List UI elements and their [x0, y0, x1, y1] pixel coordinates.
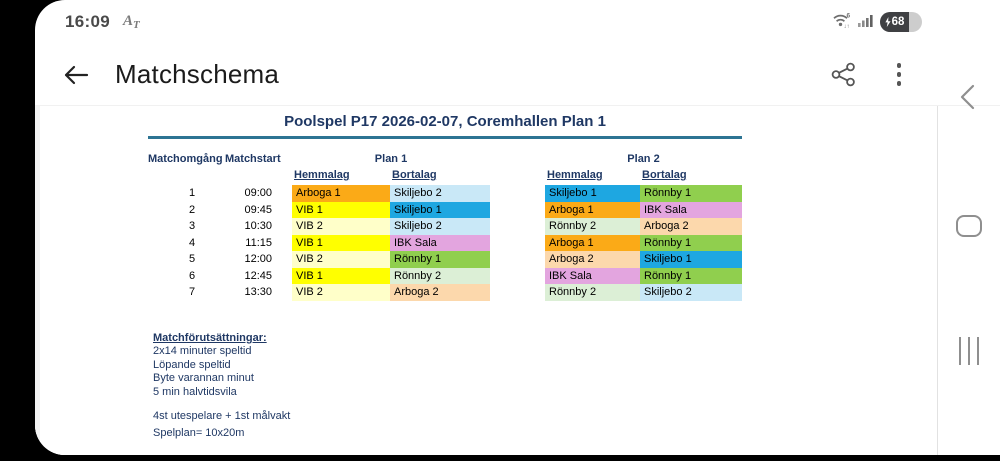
note-line: 2x14 minuter speltid: [153, 345, 252, 358]
plan1-away-team-cell: Skiljebo 1: [390, 201, 490, 218]
document-viewer: Poolspel P17 2026-02-07, Coremhallen Pla…: [35, 106, 938, 455]
svg-text:↓↑: ↓↑: [844, 24, 850, 28]
battery-percent-label: 68: [891, 16, 905, 28]
battery-indicator: 68: [880, 12, 922, 32]
plan1-away-team-cell: Rönnby 2: [390, 267, 490, 284]
sheet-title: Poolspel P17 2026-02-07, Coremhallen Pla…: [284, 113, 606, 130]
note-line: 4st utespelare + 1st målvakt: [153, 410, 291, 423]
status-bar: 16:09 AT 6 ↓↑: [35, 0, 1000, 44]
page-title: Matchschema: [115, 59, 280, 89]
start-time-cell: 09:45: [244, 203, 272, 216]
note-line: Byte varannan minut: [153, 372, 254, 385]
schedule-row: 7 13:30 VIB 2 Arboga 2 Rönnby 2 Skiljebo 2: [40, 284, 937, 301]
round-cell: 4: [188, 236, 196, 249]
share-button[interactable]: [830, 61, 857, 88]
plan1-home-team-cell: Arboga 1: [292, 185, 390, 202]
plan2-home-team-cell: Skiljebo 1: [545, 185, 640, 202]
plan1-home-team-cell: VIB 2: [292, 284, 390, 301]
start-time-cell: 09:00: [244, 187, 272, 199]
notification-icon: AT: [122, 13, 140, 31]
plan1-home-team-cell: VIB 2: [292, 251, 390, 268]
signal-icon: [858, 13, 873, 32]
round-cell: 7: [188, 286, 196, 298]
round-cell: 1: [188, 187, 196, 199]
plan2-away-team-cell: Rönnby 1: [640, 185, 742, 202]
plan2-home-team-cell: Rönnby 2: [545, 218, 640, 235]
round-cell: 6: [188, 269, 196, 282]
plan2-away-team-cell: Skiljebo 2: [640, 284, 742, 301]
col-header-start: Matchstart: [225, 153, 281, 165]
plan2-away-team-cell: Rönnby 1: [640, 234, 742, 251]
match-conditions: Matchförutsättningar: 2x14 minuter spelt…: [153, 332, 290, 442]
round-cell: 5: [188, 253, 196, 265]
plan1-home-team-cell: VIB 1: [292, 267, 390, 284]
app-bar: Matchschema: [35, 44, 1000, 106]
plan1-home-team-cell: VIB 1: [292, 234, 390, 251]
schedule-rows: 1 09:00 Arboga 1 Skiljebo 2 Skiljebo 1 Rönnby…: [40, 185, 937, 301]
plan1-away-team-cell: Skiljebo 2: [390, 185, 490, 202]
plan1-away-team-cell: IBK Sala: [390, 234, 490, 251]
page-gutter: [35, 106, 40, 455]
plan2-away-team-cell: Skiljebo 1: [640, 251, 742, 268]
col-header-plan2-away: Bortalag: [642, 169, 687, 181]
plan2-home-team-cell: Rönnby 2: [545, 284, 640, 301]
plan2-home-team-cell: Arboga 1: [545, 234, 640, 251]
nav-recents-button[interactable]: [959, 337, 979, 365]
col-header-plan1: Plan 1: [374, 153, 408, 165]
round-cell: 2: [188, 203, 196, 216]
schedule-row: 6 12:45 VIB 1 Rönnby 2 IBK Sala Rönnby 1: [40, 267, 937, 284]
wifi-icon: 6 ↓↑: [832, 12, 851, 33]
col-header-plan2: Plan 2: [627, 153, 660, 165]
col-header-plan1-away: Bortalag: [392, 169, 437, 181]
schedule-row: 4 11:15 VIB 1 IBK Sala Arboga 1 Rönnby 1: [40, 234, 937, 251]
plan2-home-team-cell: Arboga 1: [545, 201, 640, 218]
nav-home-button[interactable]: [956, 215, 982, 237]
start-time-cell: 13:30: [244, 286, 272, 298]
title-rule: [148, 136, 742, 139]
plan1-away-team-cell: Skiljebo 2: [390, 218, 490, 235]
clock-label: 16:09: [65, 12, 110, 31]
start-time-cell: 10:30: [244, 220, 272, 232]
status-icons: 6 ↓↑: [832, 12, 922, 33]
start-time-cell: 12:45: [244, 269, 272, 282]
plan2-home-team-cell: Arboga 2: [545, 251, 640, 268]
document-page[interactable]: Poolspel P17 2026-02-07, Coremhallen Pla…: [40, 106, 937, 455]
plan2-away-team-cell: Arboga 2: [640, 218, 742, 235]
plan2-away-team-cell: IBK Sala: [640, 201, 742, 218]
match-conditions-heading: Matchförutsättningar:: [153, 332, 267, 344]
schedule-row: 2 09:45 VIB 1 Skiljebo 1 Arboga 1 IBK Sala: [40, 201, 937, 218]
start-time-cell: 11:15: [245, 236, 272, 249]
col-header-round: Matchomgång: [148, 153, 223, 165]
schedule-row: 5 12:00 VIB 2 Rönnby 1 Arboga 2 Skiljebo 1: [40, 251, 937, 268]
schedule-row: 1 09:00 Arboga 1 Skiljebo 2 Skiljebo 1 Rönnby…: [40, 185, 937, 202]
nav-back-button[interactable]: [959, 84, 975, 115]
plan2-home-team-cell: IBK Sala: [545, 267, 640, 284]
col-header-plan1-home: Hemmalag: [294, 169, 350, 181]
plan1-home-team-cell: VIB 1: [292, 201, 390, 218]
round-cell: 3: [188, 220, 196, 232]
plan1-away-team-cell: Arboga 2: [390, 284, 490, 301]
note-line: Löpande speltid: [153, 358, 231, 371]
schedule-row: 3 10:30 VIB 2 Skiljebo 2 Rönnby 2 Arboga 2: [40, 218, 937, 235]
col-header-plan2-home: Hemmalag: [547, 169, 603, 181]
svg-text:6: 6: [847, 12, 851, 19]
overflow-menu-button[interactable]: [893, 59, 906, 90]
screen: 16:09 AT 6 ↓↑: [35, 0, 1000, 455]
start-time-cell: 12:00: [244, 253, 272, 265]
plan2-away-team-cell: Rönnby 1: [640, 267, 742, 284]
charging-bolt-icon: [884, 17, 891, 27]
plan1-home-team-cell: VIB 2: [292, 218, 390, 235]
back-button[interactable]: [63, 62, 91, 88]
note-line: 5 min halvtidsvila: [153, 385, 237, 398]
navigation-bar: [938, 0, 1000, 455]
plan1-away-team-cell: Rönnby 1: [390, 251, 490, 268]
note-line: Spelplan= 10x20m: [153, 427, 245, 440]
